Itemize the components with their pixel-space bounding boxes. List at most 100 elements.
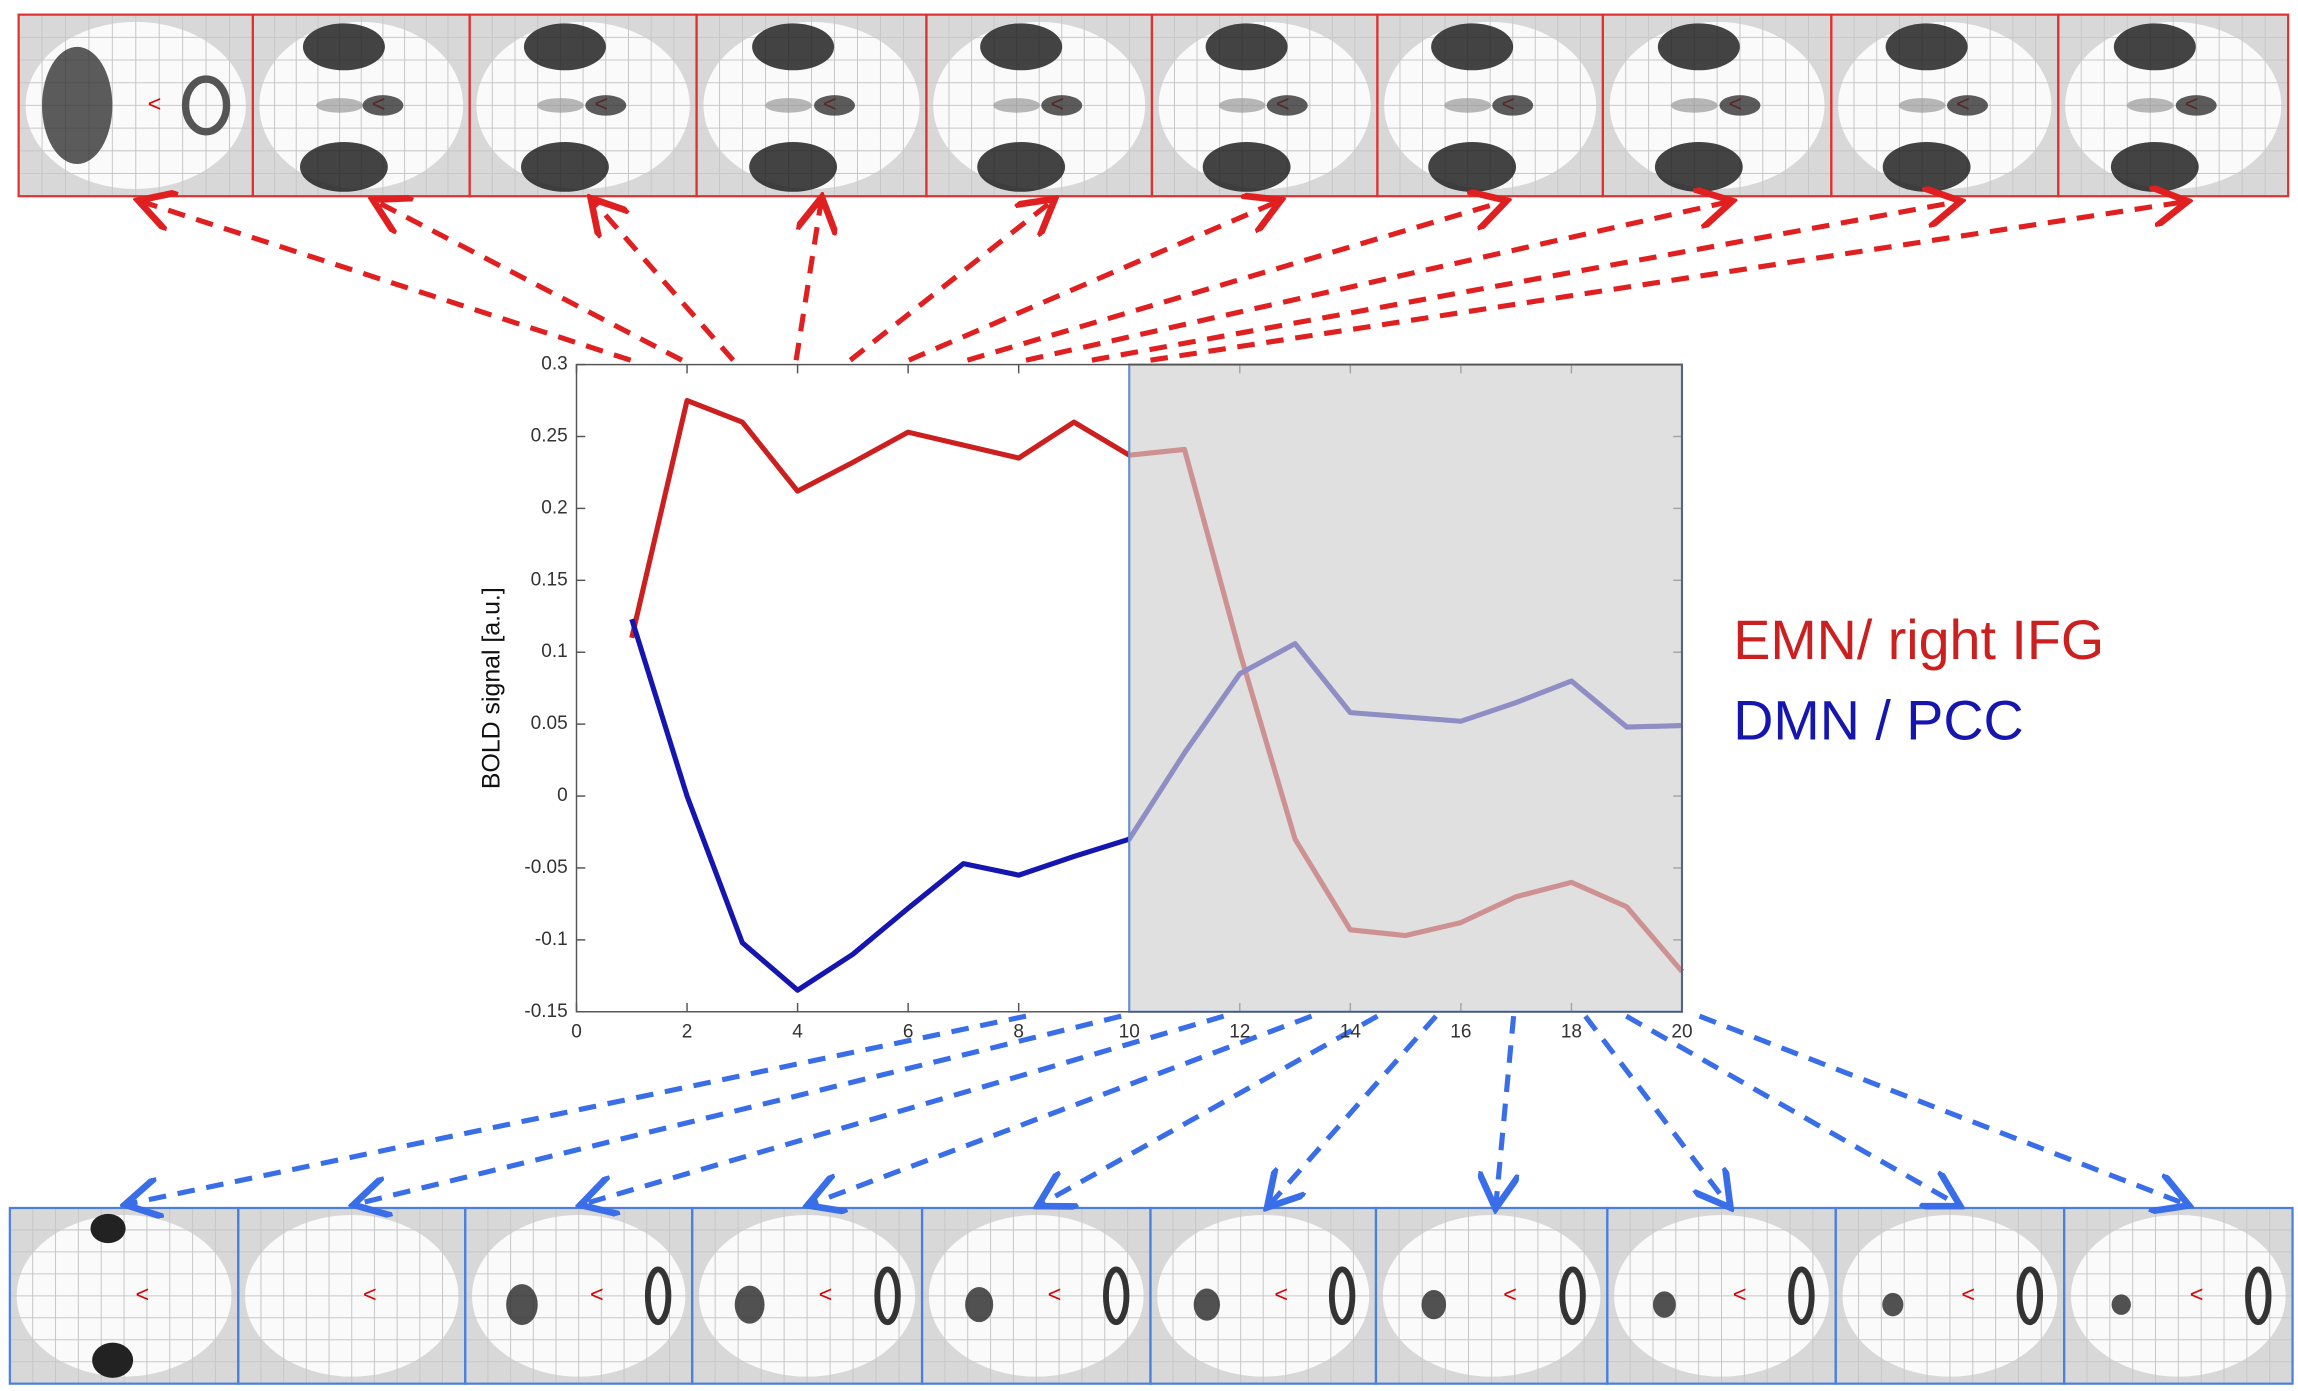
x-tick-label: 2 [682, 1021, 693, 1042]
x-tick-label: 8 [1013, 1021, 1024, 1042]
brain-thumbnail: < [922, 1208, 1150, 1384]
activation [2176, 95, 2217, 115]
activation [980, 23, 1062, 70]
figure: <<<<<<<<<<<<<<<<<<<< -0.15-0.1-0.0500.05… [0, 0, 2298, 1391]
activation [1203, 142, 1291, 192]
activation [1658, 23, 1740, 70]
y-tick-label: 0.1 [541, 641, 567, 662]
arrow [1700, 1016, 2185, 1203]
y-tick-label: 0.05 [531, 713, 568, 734]
brain-thumbnail: < [19, 15, 253, 197]
cursor-mark: < [1961, 1281, 1975, 1307]
cursor-mark: < [819, 1281, 833, 1307]
activation [1428, 142, 1516, 192]
activation [506, 1284, 538, 1325]
cursor-mark: < [148, 91, 162, 117]
x-tick-label: 4 [792, 1021, 803, 1042]
arrow [812, 1016, 1311, 1203]
arrow [1150, 202, 2182, 360]
y-tick-label: 0 [557, 785, 568, 806]
cursor-mark: < [1048, 1281, 1062, 1307]
x-tick-label: 0 [571, 1021, 582, 1042]
brain-thumbnail: < [2064, 1208, 2292, 1384]
brain-thumbnail: < [10, 1208, 238, 1384]
plot: -0.15-0.1-0.0500.050.10.150.20.250.30246… [524, 354, 2104, 1043]
activation [1882, 1293, 1903, 1316]
arrow [1585, 1016, 1727, 1203]
activation [521, 142, 609, 192]
activation [1655, 142, 1743, 192]
activation [2112, 1294, 2131, 1314]
activation [1041, 95, 1082, 115]
brain-thumbnail: < [1831, 15, 2058, 197]
x-tick-label: 14 [1340, 1021, 1362, 1042]
activation [1653, 1291, 1676, 1317]
cursor-mark: < [590, 1281, 604, 1307]
activation [1267, 95, 1308, 115]
brain-thumbnail: < [1377, 15, 1602, 197]
activation [362, 95, 403, 115]
activation [300, 142, 388, 192]
activation [735, 1286, 765, 1324]
activation [42, 47, 112, 164]
activation [1886, 23, 1968, 70]
brain-thumbnail: < [692, 1208, 922, 1384]
arrow [143, 202, 631, 360]
brain-thumbnail: < [926, 15, 1151, 197]
activation [977, 142, 1065, 192]
arrow [1626, 1016, 1955, 1203]
activation [92, 1343, 133, 1378]
x-tick-label: 12 [1229, 1021, 1250, 1042]
y-tick-label: -0.05 [524, 857, 567, 878]
y-tick-label: 0.3 [541, 354, 567, 375]
activation [1194, 1289, 1220, 1321]
activation [524, 23, 606, 70]
cursor-mark: < [363, 1281, 377, 1307]
activation [2127, 98, 2174, 113]
brain-thumbnail: < [697, 15, 927, 197]
x-tick-label: 6 [903, 1021, 914, 1042]
y-tick-label: 0.25 [531, 426, 568, 447]
activation [965, 1287, 993, 1322]
cursor-mark: < [135, 1281, 149, 1307]
arrow [377, 202, 682, 360]
arrow [1042, 1016, 1377, 1203]
activation [1883, 142, 1971, 192]
activation [1431, 23, 1513, 70]
activation [1421, 1290, 1446, 1319]
arrow [1092, 202, 1956, 360]
activation [1947, 95, 1988, 115]
brain-thumbnail: < [1150, 1208, 1375, 1384]
x-tick-label: 16 [1450, 1021, 1471, 1042]
activation [303, 23, 385, 70]
activation [1899, 98, 1946, 113]
brain-thumbnail: < [1607, 1208, 1835, 1384]
shaded-region [1129, 365, 1682, 1012]
y-tick-label: 0.15 [531, 569, 568, 590]
x-tick-label: 20 [1671, 1021, 1692, 1042]
activation [1671, 98, 1718, 113]
brain-thumbnail: < [253, 15, 470, 197]
arrow [967, 202, 1501, 360]
activation [993, 98, 1040, 113]
activation [316, 98, 363, 113]
cursor-mark: < [1274, 1281, 1288, 1307]
y-axis-label: BOLD signal [a.u.] [478, 587, 506, 789]
arrow [594, 202, 733, 360]
arrow [358, 1016, 1121, 1203]
activation [585, 95, 626, 115]
activation [1444, 98, 1491, 113]
activation [1219, 98, 1266, 113]
activation [765, 98, 812, 113]
activation [2111, 142, 2199, 192]
activation [749, 142, 837, 192]
arrow [1026, 202, 1727, 360]
brain-thumbnail: < [238, 1208, 465, 1384]
brain-thumbnail: < [470, 15, 697, 197]
arrow [850, 202, 1051, 360]
legend-entry: DMN / PCC [1733, 689, 2023, 751]
arrow [1496, 1016, 1514, 1203]
activation [814, 95, 855, 115]
brain-thumbnail: < [1836, 1208, 2064, 1384]
cursor-mark: < [2190, 1281, 2204, 1307]
